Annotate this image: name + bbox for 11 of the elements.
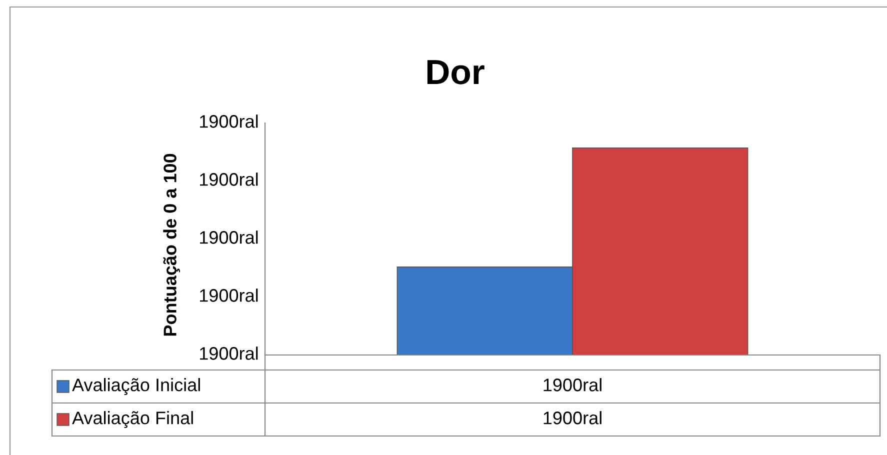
- text: 1900ral: [200, 288, 258, 302]
- text: 1900ral: [200, 172, 258, 186]
- y-axis-title: Pontuação de 0 a 100: [163, 154, 180, 336]
- legend-label: Avaliação Inicial: [72, 378, 200, 395]
- legend-label: Avaliação Final: [72, 411, 193, 428]
- text: 1900ral: [544, 411, 602, 424]
- text: 1900ral: [200, 346, 258, 360]
- chart-title: Dor: [427, 60, 484, 84]
- text: 1900ral: [200, 114, 258, 128]
- text: 1900ral: [544, 378, 602, 392]
- text: 1900ral: [200, 230, 258, 244]
